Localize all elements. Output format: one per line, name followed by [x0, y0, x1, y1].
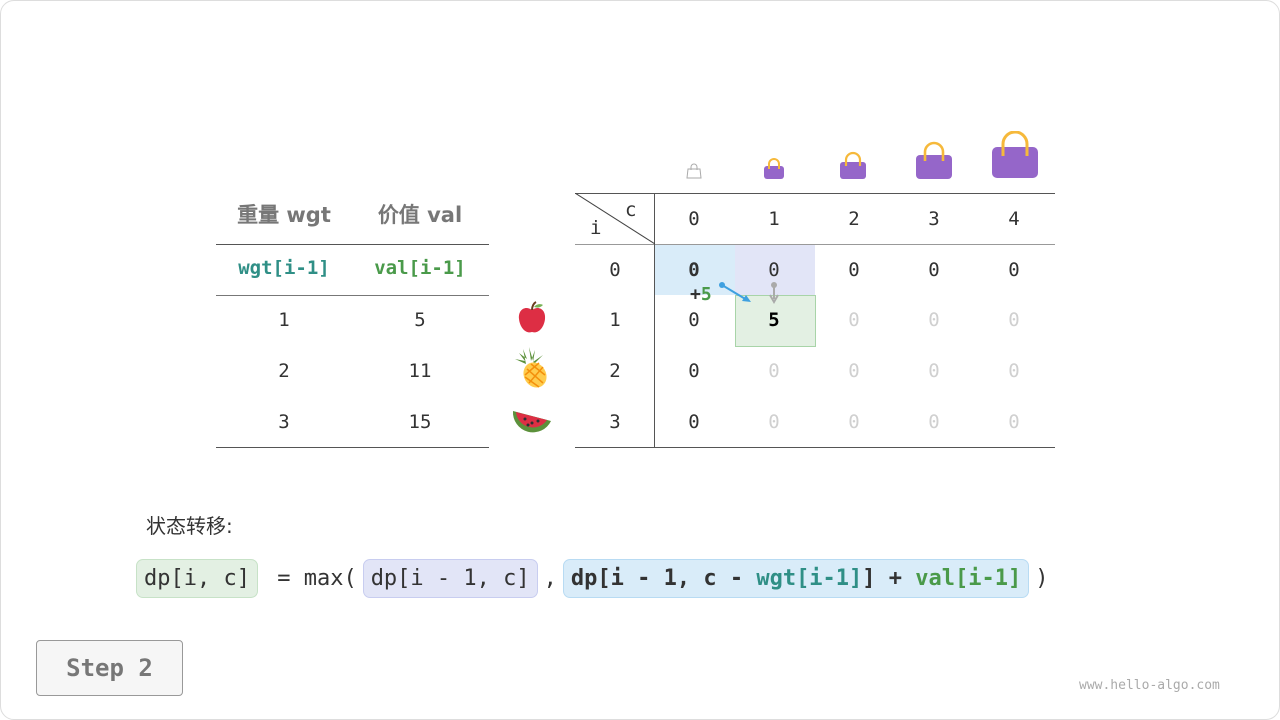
subheader-wgt: wgt[i-1]: [238, 257, 330, 279]
formula-comma: ,: [543, 566, 557, 591]
col-header: 1: [768, 208, 780, 230]
table-bottom-border: [575, 447, 1055, 448]
formula-option-skip: dp[i - 1, c]: [362, 559, 538, 598]
pineapple-icon: [515, 347, 547, 388]
corner-col-label: c: [625, 199, 637, 221]
formula-take-part: dp[i - 1, c -: [570, 566, 757, 591]
corner-diagonal: [575, 193, 655, 244]
col-header: 3: [928, 208, 940, 230]
dp-cell: 0: [768, 411, 780, 433]
header-value: 价值 val: [377, 203, 463, 227]
value-annotation: +5: [690, 284, 712, 305]
formula-take-part: ] +: [862, 566, 916, 591]
plus-sign: +: [690, 284, 701, 305]
dp-cell: 0: [688, 360, 700, 382]
formula-close: ): [1035, 566, 1049, 591]
transition-label: 状态转移:: [146, 514, 233, 538]
value-cell: 5: [414, 309, 426, 331]
formula-option-take: dp[i - 1, c - wgt[i-1]] + val[i-1]: [562, 559, 1030, 598]
watermelon-icon: [512, 411, 551, 433]
subheader-val: val[i-1]: [374, 257, 466, 279]
table-vertical-divider: [654, 193, 655, 447]
col-header: 0: [688, 208, 700, 230]
formula-val: val[i-1]: [915, 566, 1022, 591]
highlight-current-cell: [735, 295, 816, 347]
dp-cell: 0: [928, 411, 940, 433]
formula-eq: = max(: [263, 566, 357, 591]
dp-cell: 0: [768, 360, 780, 382]
formula: dp[i, c] = max( dp[i - 1, c] , dp[i - 1,…: [136, 559, 1049, 598]
corner-row-label: i: [590, 217, 602, 239]
divider: [216, 295, 489, 296]
dp-cell: 0: [1008, 411, 1020, 433]
dp-cell: 0: [848, 411, 860, 433]
bag-icon: [992, 131, 1038, 178]
dp-cell: 0: [928, 259, 940, 281]
row-header: 2: [609, 360, 621, 382]
dp-cell: 0: [848, 360, 860, 382]
transition-arrows: [719, 282, 779, 305]
dp-cell: 0: [688, 259, 700, 281]
added-value: 5: [700, 284, 712, 305]
dp-cell: 0: [928, 360, 940, 382]
formula-lhs: dp[i, c]: [136, 559, 258, 598]
dp-cell: 0: [1008, 309, 1020, 331]
table-top-border: [575, 193, 1055, 194]
weight-cell: 2: [278, 360, 290, 382]
row-header: 1: [609, 309, 621, 331]
col-header: 4: [1008, 208, 1020, 230]
step-button[interactable]: Step 2: [36, 640, 183, 696]
bag-icon: [764, 158, 784, 179]
row-header: 0: [609, 259, 621, 281]
divider: [216, 447, 489, 448]
bag-icon: [840, 151, 866, 179]
apple-icon: [518, 301, 546, 333]
weight-cell: 3: [278, 411, 290, 433]
col-header: 2: [848, 208, 860, 230]
dp-cell: 0: [1008, 360, 1020, 382]
divider: [216, 244, 489, 245]
dp-cell: 0: [848, 259, 860, 281]
value-cell: 15: [408, 411, 432, 433]
dp-cell: 0: [688, 309, 700, 331]
header-weight: 重量 wgt: [237, 203, 331, 227]
dp-cell: 0: [848, 309, 860, 331]
formula-wgt: wgt[i-1]: [756, 566, 863, 591]
dp-cell: 0: [928, 309, 940, 331]
row-header: 3: [609, 411, 621, 433]
table-header-divider: [575, 244, 1055, 245]
watermark: www.hello-algo.com: [1079, 678, 1220, 693]
dp-cell: 0: [768, 259, 780, 281]
dp-cell: 5: [768, 309, 780, 331]
empty-bag-icon: [686, 163, 702, 179]
dp-cell: 0: [688, 411, 700, 433]
bag-icon: [916, 141, 952, 179]
weight-cell: 1: [278, 309, 290, 331]
value-cell: 11: [408, 360, 432, 382]
dp-cell: 0: [1008, 259, 1020, 281]
